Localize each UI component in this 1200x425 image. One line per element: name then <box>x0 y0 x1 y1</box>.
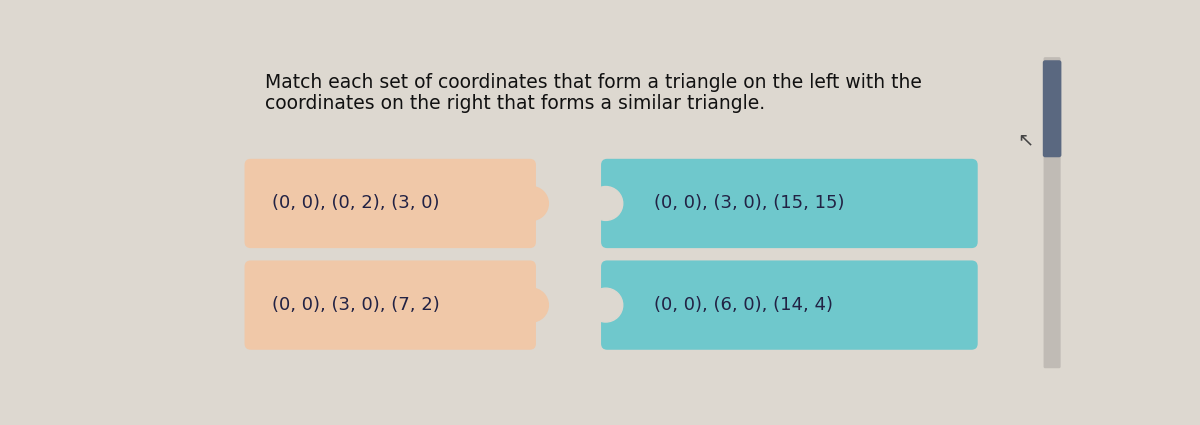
Text: coordinates on the right that forms a similar triangle.: coordinates on the right that forms a si… <box>265 94 764 113</box>
FancyBboxPatch shape <box>245 261 536 350</box>
FancyBboxPatch shape <box>1043 60 1062 157</box>
Text: (0, 0), (0, 2), (3, 0): (0, 0), (0, 2), (3, 0) <box>272 195 440 212</box>
FancyBboxPatch shape <box>245 159 536 248</box>
Circle shape <box>589 288 623 322</box>
Text: (0, 0), (3, 0), (15, 15): (0, 0), (3, 0), (15, 15) <box>654 195 845 212</box>
FancyBboxPatch shape <box>601 159 978 248</box>
Circle shape <box>589 187 623 221</box>
Text: Match each set of coordinates that form a triangle on the left with the: Match each set of coordinates that form … <box>265 73 922 91</box>
Circle shape <box>515 288 548 322</box>
Text: (0, 0), (3, 0), (7, 2): (0, 0), (3, 0), (7, 2) <box>272 296 440 314</box>
FancyBboxPatch shape <box>601 261 978 350</box>
Circle shape <box>515 187 548 221</box>
FancyBboxPatch shape <box>1044 57 1061 368</box>
Text: (0, 0), (6, 0), (14, 4): (0, 0), (6, 0), (14, 4) <box>654 296 833 314</box>
Text: ↖: ↖ <box>1018 130 1034 149</box>
